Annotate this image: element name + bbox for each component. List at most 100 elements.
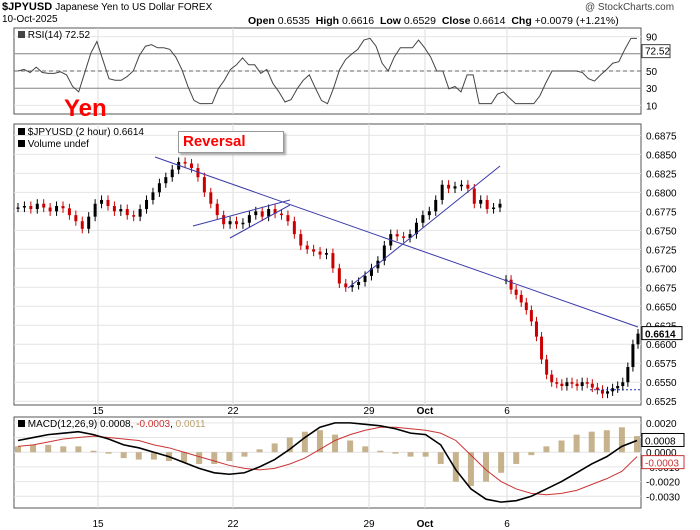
exchange: FOREX	[177, 2, 213, 13]
macd-hist-bar	[90, 450, 97, 453]
price-candle	[132, 215, 136, 217]
price-candle	[279, 213, 283, 216]
macd-hist-bar	[498, 452, 505, 473]
price-candle	[369, 268, 373, 276]
x-tick-label: Oct	[417, 406, 434, 417]
price-candle	[292, 221, 296, 235]
x-tick-label: 15	[92, 406, 104, 417]
macd-label: MACD(12,26,9) 0.0008, -0.0003, 0.0011	[18, 419, 206, 430]
macd-hist-bar	[467, 452, 474, 486]
signal-tag	[641, 455, 685, 470]
price-candle	[331, 253, 335, 269]
price-candle	[42, 203, 46, 208]
macd-hist-bar	[316, 430, 323, 453]
macd-hist-bar	[483, 452, 490, 482]
price-candle	[241, 222, 245, 225]
rsi-line	[17, 37, 637, 105]
price-panel: 0.6875 0.6850 0.6825 0.6800 0.6775 0.6750 0.67…	[13, 123, 683, 408]
price-candle	[222, 215, 226, 225]
price-candle	[151, 192, 155, 200]
price-candle	[540, 336, 544, 360]
price-tick-label: 0.6875	[646, 131, 677, 142]
macd-hist-bar	[573, 434, 580, 453]
price-tag-box	[641, 326, 683, 341]
price-candle	[305, 245, 309, 250]
macd-hist-bar	[528, 452, 535, 456]
price-candle	[509, 279, 513, 290]
x-tick-label: 6	[504, 406, 510, 417]
price-candle	[273, 209, 277, 214]
price-candle	[164, 177, 168, 184]
macd-hist-bar	[362, 446, 369, 453]
high-value: 0.6616	[341, 15, 375, 27]
x-tick-label: 22	[227, 519, 239, 530]
price-frame	[13, 123, 642, 406]
price-candle	[600, 389, 604, 394]
price-candle	[466, 184, 470, 189]
rsi-value-tag	[641, 44, 671, 59]
rsi-tick-label: 10	[646, 101, 658, 112]
ohlc-line: Open 0.6535 High 0.6616 Low 0.6529 Close…	[248, 15, 619, 27]
x-tick-label: 22	[227, 406, 239, 417]
macd-hist-bar	[15, 446, 21, 453]
open-value: 0.6535	[277, 15, 310, 27]
price-candle	[421, 215, 425, 223]
price-candle	[545, 359, 549, 375]
price-candle	[595, 387, 599, 390]
price-candle	[183, 161, 187, 164]
price-candle	[112, 206, 116, 212]
price-candle	[560, 383, 564, 387]
macd-hist-bar	[332, 434, 339, 453]
trend-line	[192, 199, 291, 227]
macd-hist-bar	[226, 452, 233, 462]
price-tick-label: 0.6650	[646, 302, 677, 313]
price-candle	[145, 199, 149, 210]
macd-panel: 0.00200.00100.0000-0.0010-0.0020-0.00300…	[13, 416, 685, 509]
macd-hist-bar	[603, 430, 610, 453]
price-candle	[318, 251, 322, 255]
price-candle	[157, 183, 161, 193]
macd-hist-bar	[618, 427, 625, 453]
rsi-tick-label: 50	[646, 67, 658, 78]
price-candle	[228, 221, 232, 225]
price-candle	[529, 310, 533, 322]
price-candle	[125, 209, 129, 216]
volume-label: Volume undef	[18, 139, 89, 150]
macd-frame	[13, 416, 642, 509]
price-candle	[337, 268, 341, 284]
price-candle	[534, 321, 538, 337]
macd-hist-bar	[75, 446, 82, 453]
chg-value: +0.0079 (+1.21%)	[534, 15, 619, 27]
price-candle	[611, 388, 615, 392]
price-label: $JPYUSD (2 hour) 0.6614	[18, 127, 144, 138]
macd-tag-text: 0.0008	[645, 436, 676, 447]
macd-hist-bar	[286, 437, 293, 453]
price-candle	[344, 283, 348, 288]
price-candle	[570, 382, 574, 384]
yen-title: Yen	[64, 95, 107, 122]
price-candle	[202, 177, 206, 193]
price-candle	[67, 208, 71, 216]
price-candle	[621, 382, 625, 387]
price-candle	[427, 211, 431, 216]
price-candle	[395, 234, 399, 237]
macd-hist-bar	[588, 431, 595, 453]
price-candle	[590, 383, 594, 388]
price-tick-label: 0.6675	[646, 283, 677, 294]
price-candle	[524, 302, 528, 311]
price-candle	[402, 236, 406, 238]
price-candle	[170, 169, 174, 178]
rsi-tick-label: 30	[646, 84, 658, 95]
macd-line	[17, 422, 638, 503]
price-candle	[312, 249, 316, 252]
reversal-callout: Reversal	[178, 131, 284, 153]
price-tick-label: 0.6775	[646, 207, 677, 218]
price-candle	[565, 382, 569, 387]
price-candle	[459, 184, 463, 187]
macd-hist-bar	[543, 446, 550, 453]
price-candle	[324, 253, 328, 255]
price-candle	[631, 344, 635, 368]
watermark: @ StockCharts.com	[585, 2, 675, 13]
price-tick-label: 0.6850	[646, 150, 677, 161]
